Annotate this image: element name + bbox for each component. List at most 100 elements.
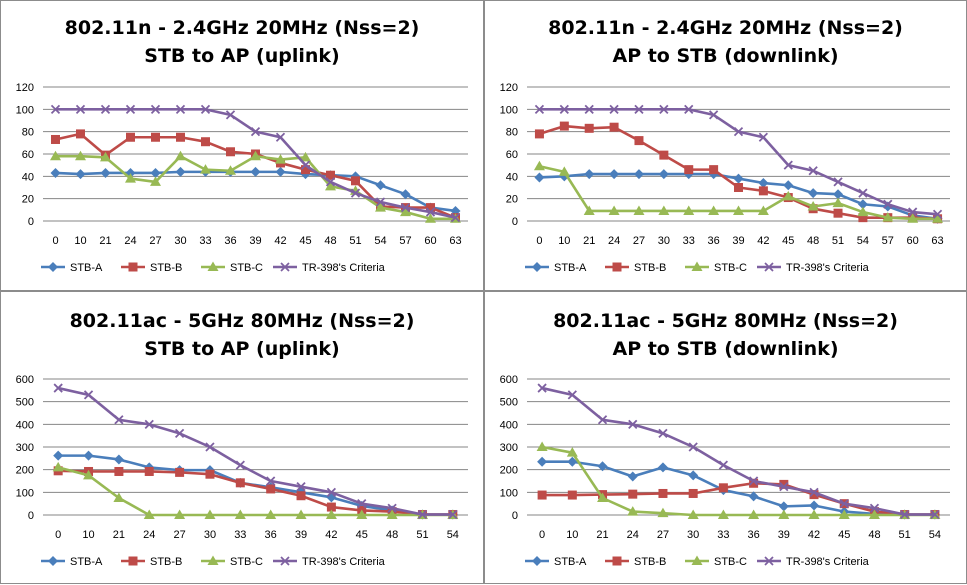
legend: STB-A STB-B STB-C TR-398's Criteria [41, 555, 386, 568]
x-tick-label: 10 [74, 235, 86, 247]
y-tick-label: 60 [506, 149, 518, 161]
data-point [758, 132, 769, 142]
x-tick-label: 27 [633, 235, 645, 247]
legend-marker [280, 556, 290, 566]
legend-item: TR-398's Criteria [273, 262, 386, 274]
chart-title-line2: STB to AP (uplink) [144, 45, 340, 67]
data-point [807, 200, 819, 211]
y-tick-label: 40 [22, 171, 34, 183]
x-tick-label: 54 [447, 529, 459, 541]
legend-marker [612, 556, 622, 566]
data-point [53, 450, 64, 461]
data-point [597, 415, 608, 425]
series-tr-398-s-criteria [53, 383, 458, 520]
x-tick-label: 57 [399, 235, 411, 247]
data-point [200, 104, 211, 114]
data-point [175, 104, 186, 114]
data-point [778, 501, 789, 512]
legend-label: STB-B [150, 556, 182, 568]
data-point [567, 456, 578, 467]
data-point [688, 470, 699, 481]
data-point [749, 478, 759, 488]
y-tick-label: 0 [512, 510, 518, 522]
data-point [144, 419, 154, 429]
data-point [634, 104, 644, 114]
data-point [301, 165, 310, 175]
data-point [734, 183, 743, 192]
data-point [858, 188, 868, 198]
data-point [559, 104, 569, 114]
x-tick-label: 21 [583, 235, 595, 247]
legend-item: STB-A [525, 556, 587, 568]
data-point [114, 415, 124, 425]
data-point [900, 509, 910, 520]
x-tick-label: 27 [657, 529, 669, 541]
y-tick-label: 200 [16, 465, 34, 477]
x-tick-label: 54 [929, 529, 941, 541]
x-tick-label: 45 [838, 529, 850, 541]
data-point [778, 509, 790, 519]
data-point [326, 487, 337, 497]
data-point [53, 383, 63, 393]
data-point [100, 104, 111, 114]
y-tick-label: 100 [16, 487, 34, 499]
data-point [882, 212, 894, 222]
data-point [932, 209, 943, 219]
data-point [779, 479, 789, 489]
data-point [597, 461, 608, 472]
data-point [838, 509, 850, 519]
data-point [883, 199, 893, 209]
data-point [718, 483, 728, 493]
x-tick-label: 33 [199, 235, 211, 247]
data-point [758, 186, 768, 196]
y-tick-label: 500 [500, 397, 518, 409]
x-tick-label: 42 [808, 529, 820, 541]
data-point [597, 492, 609, 502]
x-tick-label: 39 [778, 529, 790, 541]
y-tick-label: 400 [16, 419, 34, 431]
data-point [658, 488, 668, 498]
y-tick-label: 0 [512, 216, 518, 228]
legend-label: STB-A [554, 556, 587, 568]
data-point [709, 165, 719, 175]
data-point [659, 150, 669, 160]
legend-marker [532, 556, 542, 566]
data-point [356, 509, 368, 519]
data-point [144, 466, 154, 476]
data-point [225, 165, 236, 175]
data-point [235, 478, 245, 488]
series-stb-b [537, 478, 940, 520]
data-point [425, 207, 436, 217]
x-tick-label: 30 [174, 235, 186, 247]
data-point [708, 205, 720, 215]
x-tick-label: 42 [325, 529, 337, 541]
legend-label: STB-B [634, 556, 666, 568]
data-point [733, 127, 744, 137]
data-point [296, 482, 306, 492]
x-tick-label: 45 [782, 235, 794, 247]
data-point [537, 383, 547, 393]
legend-item: STB-C [201, 261, 263, 274]
y-tick-label: 100 [500, 104, 518, 116]
y-tick-label: 0 [28, 216, 34, 228]
legend-item: STB-A [41, 262, 103, 274]
legend-label: STB-A [70, 556, 103, 568]
x-tick-label: 24 [143, 529, 155, 541]
chart-title-3: 802.11ac - 5GHz 80MHz (Nss=2) STB to AP … [1, 307, 483, 363]
data-point [151, 132, 160, 142]
data-point [627, 506, 639, 516]
data-point [300, 160, 311, 170]
data-point [225, 110, 236, 120]
series-line [55, 154, 456, 221]
y-tick-label: 0 [28, 510, 34, 522]
x-tick-label: 36 [265, 529, 277, 541]
legend-item: STB-A [41, 556, 103, 568]
data-point [351, 176, 360, 186]
series-stb-c [536, 441, 941, 519]
legend-label: TR-398's Criteria [302, 556, 386, 568]
y-tick-label: 120 [16, 82, 34, 94]
data-point [174, 428, 185, 439]
series-line [541, 445, 935, 517]
data-point [584, 169, 595, 180]
legend-marker [691, 261, 703, 271]
